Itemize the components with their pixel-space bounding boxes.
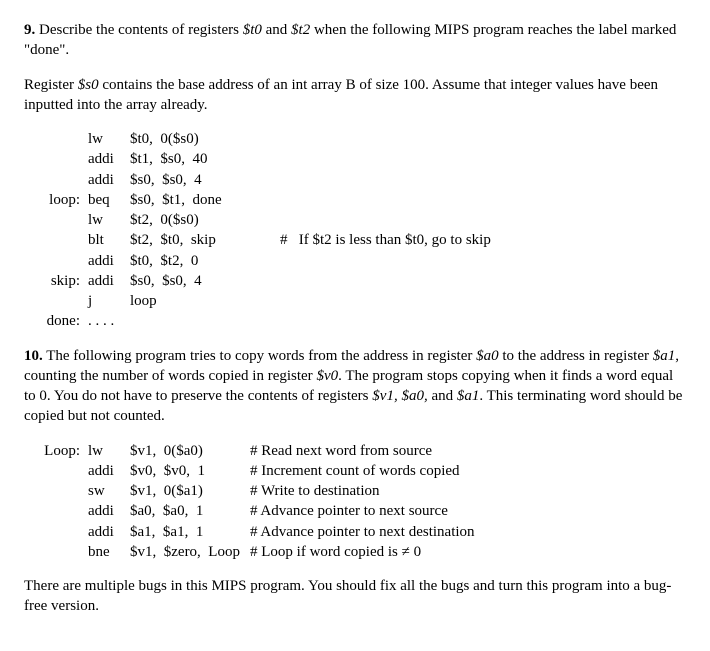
code-args: $t0, 0($s0) (130, 129, 280, 149)
code-args: $v1, $zero, Loop (130, 542, 250, 562)
q9-code: lw$t0, 0($s0)addi$t1, $s0, 40addi$s0, $s… (24, 129, 686, 332)
code-op: lw (88, 441, 130, 461)
q10-reg-a1: $a1 (653, 348, 676, 364)
code-line: addi$a1, $a1, 1# Advance pointer to next… (88, 522, 686, 542)
code-op: addi (88, 461, 130, 481)
q10-footer: There are multiple bugs in this MIPS pro… (24, 576, 686, 617)
q10-code: Loop: lw$v1, 0($a0)# Read next word from … (24, 441, 686, 563)
code-comment: # Advance pointer to next destination (250, 522, 475, 542)
code-line: Loop:lw$v1, 0($a0)# Read next word from … (88, 441, 686, 461)
code-args: $v1, 0($a1) (130, 481, 250, 501)
code-op: lw (88, 210, 130, 230)
code-comment: # Increment count of words copied (250, 461, 460, 481)
code-line: jloop (88, 291, 686, 311)
code-op: beq (88, 190, 130, 210)
code-line: sw$v1, 0($a1)# Write to destination (88, 481, 686, 501)
q9-reg-s0: $s0 (78, 77, 99, 93)
q9-setup-1: Register (24, 77, 78, 93)
code-line: addi$a0, $a0, 1# Advance pointer to next… (88, 501, 686, 521)
q9-setup-2: contains the base address of an int arra… (24, 77, 658, 113)
code-args: $s0, $t1, done (130, 190, 280, 210)
code-op: addi (88, 522, 130, 542)
code-line: loop:beq$s0, $t1, done (88, 190, 686, 210)
code-line: blt$t2, $t0, skip# If $t2 is less than $… (88, 230, 686, 250)
q9-prompt: 9. Describe the contents of registers $t… (24, 20, 686, 61)
code-args: $s0, $s0, 4 (130, 170, 280, 190)
q10-text-1: The following program tries to copy word… (43, 348, 476, 364)
code-op: addi (88, 170, 130, 190)
q9-text-2: and (262, 22, 291, 38)
q10-reg-v1: $v1, $a0, (372, 388, 427, 404)
code-line: lw$t0, 0($s0) (88, 129, 686, 149)
code-args: $t2, 0($s0) (130, 210, 280, 230)
code-args: loop (130, 291, 280, 311)
q9-reg-t0: $t0 (243, 22, 262, 38)
code-args: $a1, $a1, 1 (130, 522, 250, 542)
code-args: $v1, 0($a0) (130, 441, 250, 461)
q10-number: 10. (24, 348, 43, 364)
code-op: j (88, 291, 130, 311)
code-line: done:. . . . (88, 311, 686, 331)
code-label: loop: (36, 190, 80, 210)
code-args: $s0, $s0, 4 (130, 271, 280, 291)
q9-reg-t2: $t2 (291, 22, 310, 38)
code-comment: # Read next word from source (250, 441, 432, 461)
code-line: addi$t0, $t2, 0 (88, 251, 686, 271)
code-op: . . . . (88, 311, 130, 331)
code-line: addi$v0, $v0, 1# Increment count of word… (88, 461, 686, 481)
code-op: bne (88, 542, 130, 562)
code-op: sw (88, 481, 130, 501)
code-line: addi$t1, $s0, 40 (88, 149, 686, 169)
code-line: addi$s0, $s0, 4 (88, 170, 686, 190)
q9-text-1: Describe the contents of registers (35, 22, 242, 38)
code-line: bne$v1, $zero, Loop# Loop if word copied… (88, 542, 686, 562)
code-args: $t2, $t0, skip (130, 230, 280, 250)
code-op: lw (88, 129, 130, 149)
code-comment: # If $t2 is less than $t0, go to skip (280, 230, 491, 250)
code-args: $a0, $a0, 1 (130, 501, 250, 521)
code-args: $v0, $v0, 1 (130, 461, 250, 481)
q10-text-5: and (428, 388, 457, 404)
code-args: $t1, $s0, 40 (130, 149, 280, 169)
code-args: $t0, $t2, 0 (130, 251, 280, 271)
q10-reg-a0: $a0 (476, 348, 499, 364)
q10-text-2: to the address in register (499, 348, 653, 364)
q9-number: 9. (24, 22, 35, 38)
code-comment: # Advance pointer to next source (250, 501, 448, 521)
code-op: blt (88, 230, 130, 250)
code-line: skip:addi$s0, $s0, 4 (88, 271, 686, 291)
code-comment: # Loop if word copied is ≠ 0 (250, 542, 421, 562)
code-op: addi (88, 149, 130, 169)
code-comment: # Write to destination (250, 481, 380, 501)
code-line: lw$t2, 0($s0) (88, 210, 686, 230)
code-op: addi (88, 251, 130, 271)
q10-prompt: 10. The following program tries to copy … (24, 346, 686, 427)
q10-reg-v0: $v0 (316, 368, 338, 384)
code-label: done: (36, 311, 80, 331)
q10-reg-a1b: $a1 (457, 388, 480, 404)
code-op: addi (88, 501, 130, 521)
code-label: Loop: (36, 441, 80, 461)
code-label: skip: (36, 271, 80, 291)
q9-setup: Register $s0 contains the base address o… (24, 75, 686, 116)
code-op: addi (88, 271, 130, 291)
